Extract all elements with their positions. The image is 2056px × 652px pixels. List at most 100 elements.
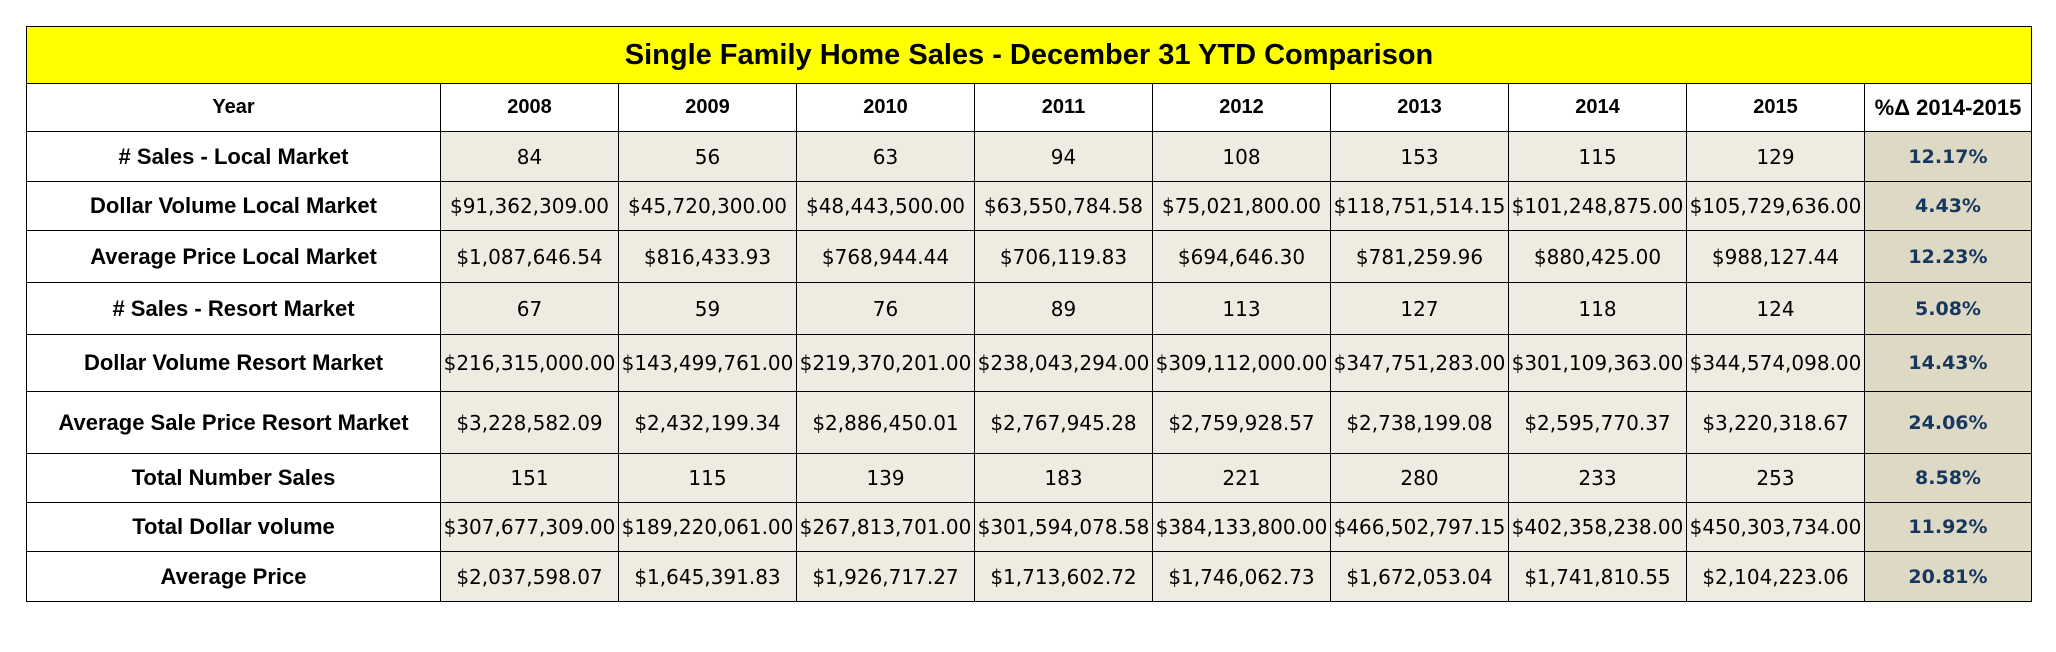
value-cell: $706,119.83: [974, 230, 1153, 283]
value-cell: 56: [618, 131, 797, 182]
value-cell: $2,738,199.08: [1330, 391, 1509, 454]
year-header-2012: 2012: [1152, 83, 1331, 132]
value-cell: 94: [974, 131, 1153, 182]
value-cell: 129: [1686, 131, 1865, 182]
value-cell: 108: [1152, 131, 1331, 182]
value-cell: $105,729,636.00: [1686, 181, 1865, 231]
value-cell: 59: [618, 282, 797, 335]
year-header-2008: 2008: [440, 83, 619, 132]
pct-change-cell: 11.92%: [1864, 502, 2032, 552]
value-cell: $1,645,391.83: [618, 551, 797, 602]
pct-change-cell: 24.06%: [1864, 391, 2032, 454]
table-row: # Sales - Local Market 84 56 63 94 108 153 115 1…: [26, 131, 2032, 182]
value-cell: $768,944.44: [796, 230, 975, 283]
value-cell: $1,087,646.54: [440, 230, 619, 283]
table-row: # Sales - Resort Market 67 59 76 89 113 127 118…: [26, 282, 2032, 335]
row-label: Total Dollar volume: [26, 502, 441, 552]
value-cell: 127: [1330, 282, 1509, 335]
value-cell: $3,220,318.67: [1686, 391, 1865, 454]
value-cell: 280: [1330, 453, 1509, 503]
year-header-2013: 2013: [1330, 83, 1509, 132]
value-cell: $2,886,450.01: [796, 391, 975, 454]
value-cell: $238,043,294.00: [974, 334, 1153, 392]
table-row: Dollar Volume Resort Market $216,315,000.…: [26, 334, 2032, 392]
value-cell: $347,751,283.00: [1330, 334, 1509, 392]
value-cell: 151: [440, 453, 619, 503]
value-cell: $816,433.93: [618, 230, 797, 283]
value-cell: $45,720,300.00: [618, 181, 797, 231]
value-cell: $1,926,717.27: [796, 551, 975, 602]
table-title: Single Family Home Sales - December 31 Y…: [26, 26, 2032, 84]
value-cell: 253: [1686, 453, 1865, 503]
table-row: Total Dollar volume $307,677,309.00 $189,2…: [26, 502, 2032, 552]
row-label: Dollar Volume Resort Market: [26, 334, 441, 392]
pct-change-header: %Δ 2014-2015: [1864, 83, 2032, 132]
value-cell: $1,741,810.55: [1508, 551, 1687, 602]
value-cell: 67: [440, 282, 619, 335]
row-label: Average Price: [26, 551, 441, 602]
row-label: Total Number Sales: [26, 453, 441, 503]
table-row: Dollar Volume Local Market $91,362,309.00…: [26, 181, 2032, 231]
value-cell: $384,133,800.00: [1152, 502, 1331, 552]
value-cell: $75,021,800.00: [1152, 181, 1331, 231]
value-cell: $301,594,078.58: [974, 502, 1153, 552]
table-row: Total Number Sales 151 115 139 183 221 280 233 2…: [26, 453, 2032, 503]
row-label: Average Price Local Market: [26, 230, 441, 283]
value-cell: 153: [1330, 131, 1509, 182]
value-cell: $216,315,000.00: [440, 334, 619, 392]
year-header-2009: 2009: [618, 83, 797, 132]
value-cell: $189,220,061.00: [618, 502, 797, 552]
table-row: Average Price $2,037,598.07 $1,645,391.83 $…: [26, 551, 2032, 602]
value-cell: 124: [1686, 282, 1865, 335]
value-cell: $466,502,797.15: [1330, 502, 1509, 552]
value-cell: $1,672,053.04: [1330, 551, 1509, 602]
pct-change-cell: 4.43%: [1864, 181, 2032, 231]
value-cell: 221: [1152, 453, 1331, 503]
year-header-2014: 2014: [1508, 83, 1687, 132]
pct-change-cell: 14.43%: [1864, 334, 2032, 392]
value-cell: $694,646.30: [1152, 230, 1331, 283]
value-cell: $301,109,363.00: [1508, 334, 1687, 392]
header-row: Year 2008 2009 2010 2011 2012 2013 2014 …: [26, 83, 2032, 132]
value-cell: $1,746,062.73: [1152, 551, 1331, 602]
table-row: Average Price Local Market $1,087,646.54 $…: [26, 230, 2032, 283]
pct-change-cell: 12.23%: [1864, 230, 2032, 283]
value-cell: 89: [974, 282, 1153, 335]
pct-change-cell: 20.81%: [1864, 551, 2032, 602]
value-cell: $450,303,734.00: [1686, 502, 1865, 552]
value-cell: 115: [1508, 131, 1687, 182]
value-cell: $2,037,598.07: [440, 551, 619, 602]
row-label: Average Sale Price Resort Market: [26, 391, 441, 454]
year-header-2015: 2015: [1686, 83, 1865, 132]
value-cell: $219,370,201.00: [796, 334, 975, 392]
value-cell: $307,677,309.00: [440, 502, 619, 552]
value-cell: $781,259.96: [1330, 230, 1509, 283]
value-cell: 139: [796, 453, 975, 503]
value-cell: $2,595,770.37: [1508, 391, 1687, 454]
value-cell: $101,248,875.00: [1508, 181, 1687, 231]
value-cell: 118: [1508, 282, 1687, 335]
value-cell: $2,759,928.57: [1152, 391, 1331, 454]
year-header-2010: 2010: [796, 83, 975, 132]
value-cell: $880,425.00: [1508, 230, 1687, 283]
value-cell: $63,550,784.58: [974, 181, 1153, 231]
row-label: # Sales - Resort Market: [26, 282, 441, 335]
value-cell: $2,767,945.28: [974, 391, 1153, 454]
value-cell: $344,574,098.00: [1686, 334, 1865, 392]
value-cell: $1,713,602.72: [974, 551, 1153, 602]
value-cell: $118,751,514.15: [1330, 181, 1509, 231]
value-cell: $48,443,500.00: [796, 181, 975, 231]
value-cell: $3,228,582.09: [440, 391, 619, 454]
value-cell: $91,362,309.00: [440, 181, 619, 231]
year-header: Year: [26, 83, 441, 132]
pct-change-cell: 5.08%: [1864, 282, 2032, 335]
value-cell: $143,499,761.00: [618, 334, 797, 392]
row-label: Dollar Volume Local Market: [26, 181, 441, 231]
year-header-2011: 2011: [974, 83, 1153, 132]
value-cell: 233: [1508, 453, 1687, 503]
value-cell: $402,358,238.00: [1508, 502, 1687, 552]
value-cell: 84: [440, 131, 619, 182]
value-cell: $2,104,223.06: [1686, 551, 1865, 602]
value-cell: 115: [618, 453, 797, 503]
table-row: Average Sale Price Resort Market $3,228,5…: [26, 391, 2032, 454]
